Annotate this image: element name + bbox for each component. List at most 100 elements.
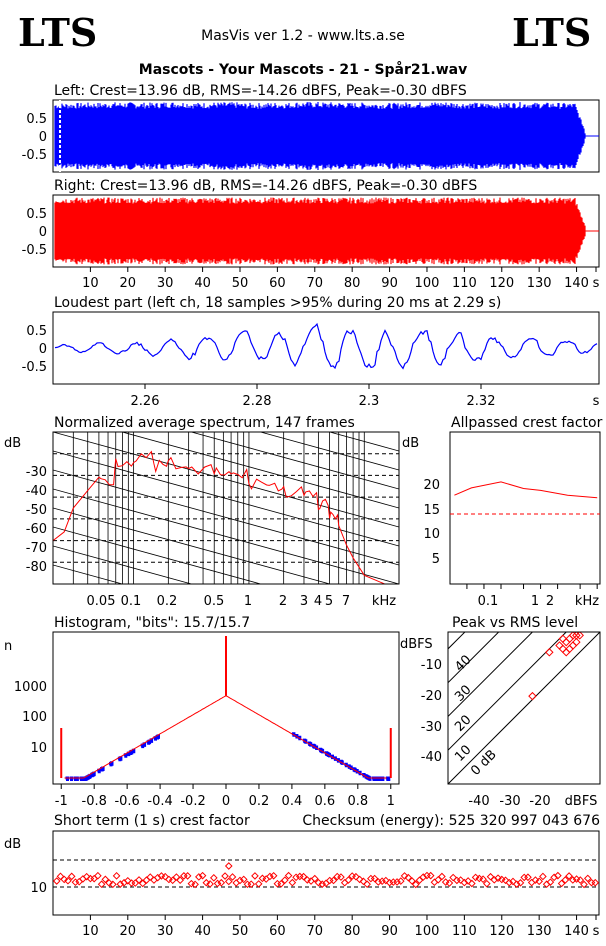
histogram-line bbox=[64, 695, 387, 779]
pvr-xtick: -30 bbox=[499, 794, 520, 809]
allpassed-title: Allpassed crest factor bbox=[451, 415, 603, 431]
spectrum-ytick: -40 bbox=[26, 484, 47, 499]
spectrum-ylabel: dB bbox=[4, 436, 21, 451]
stc-outlier-point bbox=[224, 862, 233, 870]
spectrum-slope-line bbox=[53, 488, 399, 584]
stc-point bbox=[198, 871, 207, 880]
stc-point bbox=[430, 878, 439, 887]
loudest-title: Loudest part (left ch, 18 samples >95% d… bbox=[54, 295, 501, 311]
allpassed-xtick: kHz bbox=[575, 594, 599, 609]
allpassed-plot: 20 15 10 5 0.1 1 2 kHz bbox=[423, 431, 601, 609]
logo-right: LTS bbox=[512, 10, 591, 55]
time-tick-label: 60 bbox=[269, 276, 286, 291]
time-tick-label: 20 bbox=[120, 276, 137, 291]
right-ytick: 0.5 bbox=[26, 207, 47, 222]
spectrum-slope-line bbox=[53, 450, 399, 547]
histogram-plot: 1000 100 10 -1 -0.8 -0.6 -0.4 -0.2 0 0.2 0.4 0.6… bbox=[14, 631, 400, 809]
stc-point bbox=[490, 876, 499, 884]
histogram-series bbox=[60, 636, 392, 781]
stc-point bbox=[116, 880, 125, 888]
time-tick-label: 70 bbox=[307, 924, 324, 939]
time-tick-label: 90 bbox=[381, 276, 398, 291]
time-tick-label: 110 bbox=[452, 276, 477, 291]
checksum-text: Checksum (energy): 525 320 997 043 676 bbox=[302, 813, 600, 829]
stc-point bbox=[153, 873, 162, 882]
pvr-ytick: -30 bbox=[421, 720, 442, 735]
histogram-ylabel: n bbox=[4, 639, 12, 654]
allpassed-xaxis bbox=[466, 584, 598, 589]
histogram-xtick: 0.4 bbox=[282, 794, 303, 809]
spectrum-xtick: 0.05 bbox=[87, 594, 116, 609]
stc-point bbox=[396, 877, 405, 885]
spectrum-xtick: 1 bbox=[244, 594, 252, 609]
stc-point bbox=[64, 876, 72, 885]
spectrum-slope-line bbox=[53, 507, 332, 584]
spectrum-yaxis: -30 -40 -50 -60 -70 -80 bbox=[26, 465, 47, 575]
allpassed-xtick: 1 bbox=[531, 594, 539, 609]
time-tick-label: 130 bbox=[527, 924, 552, 939]
allpassed-xtick: 0.1 bbox=[478, 594, 499, 609]
loudest-plot-frame bbox=[52, 311, 600, 385]
spectrum-slope-line bbox=[328, 432, 399, 452]
stc-point bbox=[554, 871, 562, 880]
stc-point bbox=[94, 871, 102, 880]
histogram-xtick: -0.4 bbox=[147, 794, 172, 809]
time-tick-label: 70 bbox=[307, 276, 324, 291]
time-tick-label: 130 bbox=[527, 276, 552, 291]
time-tick-label: 40 bbox=[194, 924, 211, 939]
stc-point bbox=[434, 875, 443, 884]
stc-point bbox=[112, 872, 121, 880]
stc-point bbox=[217, 878, 226, 887]
stc-point bbox=[135, 876, 143, 884]
histogram-ytick: 10 bbox=[30, 741, 47, 756]
time-tick-label: 30 bbox=[157, 276, 174, 291]
pvr-point bbox=[558, 634, 568, 643]
histogram-xtick: 0.6 bbox=[315, 794, 336, 809]
spectrum-plot: -30 -40 -50 -60 -70 -80 0.05 0.1 0.2 0.5… bbox=[26, 431, 400, 609]
time-tick-label: 110 bbox=[452, 924, 477, 939]
pvr-diagonal bbox=[448, 632, 567, 751]
pvr-diagonal bbox=[448, 632, 600, 784]
spectrum-xaxis: 0.05 0.1 0.2 0.5 1 2 3 4 5 7 kHz bbox=[87, 594, 397, 609]
pvr-xtick: -40 bbox=[468, 794, 489, 809]
stc-point bbox=[191, 880, 199, 889]
stc-point bbox=[468, 879, 476, 888]
time-tick-label: 50 bbox=[232, 924, 249, 939]
allpassed-line bbox=[454, 481, 598, 499]
stc-point bbox=[97, 880, 106, 889]
pvr-diagonal-labels: 40 30 20 10 0 dB bbox=[452, 653, 500, 779]
time-tick-label: 30 bbox=[157, 924, 174, 939]
stc-point bbox=[344, 876, 353, 884]
pvr-ytick: -40 bbox=[421, 750, 442, 765]
stc-point bbox=[535, 877, 543, 886]
stc-point bbox=[539, 872, 547, 881]
allpassed-frame bbox=[449, 431, 601, 585]
stc-point bbox=[310, 874, 319, 883]
stc-point bbox=[411, 880, 420, 889]
pvr-point bbox=[545, 648, 554, 657]
stc-point bbox=[438, 872, 446, 881]
stc-point bbox=[550, 873, 558, 882]
peak-vs-rms-plot: -10 -20 -30 -40 -40 -30 -20 dBFS 40 30 2… bbox=[421, 631, 601, 809]
spectrum-xtick: 0.5 bbox=[204, 594, 225, 609]
stc-point bbox=[561, 876, 570, 884]
histogram-title: Histogram, "bits": 15.7/15.7 bbox=[54, 615, 250, 631]
stc-point bbox=[281, 876, 289, 884]
spectrum-xtick: 0.1 bbox=[121, 594, 142, 609]
stc-point bbox=[206, 880, 214, 888]
stc-point bbox=[426, 871, 435, 880]
allpassed-ylabel: dB bbox=[402, 436, 419, 451]
stc-point bbox=[516, 879, 525, 887]
pvr-diag-label: 20 bbox=[452, 713, 474, 735]
pvr-point bbox=[572, 637, 581, 647]
pvr-ylabel: dBFS bbox=[400, 637, 433, 652]
spectrum-grid bbox=[53, 432, 399, 584]
left-waveform-plot: 0.5 0 -0.5 bbox=[22, 99, 600, 173]
pvr-xtick: -20 bbox=[529, 794, 550, 809]
right-waveform-series bbox=[54, 197, 599, 265]
stc-point bbox=[288, 878, 297, 887]
time-tick-label: s bbox=[593, 276, 600, 291]
histogram-xtick: 0.2 bbox=[249, 794, 270, 809]
spectrum-xtick: 7 bbox=[342, 594, 350, 609]
